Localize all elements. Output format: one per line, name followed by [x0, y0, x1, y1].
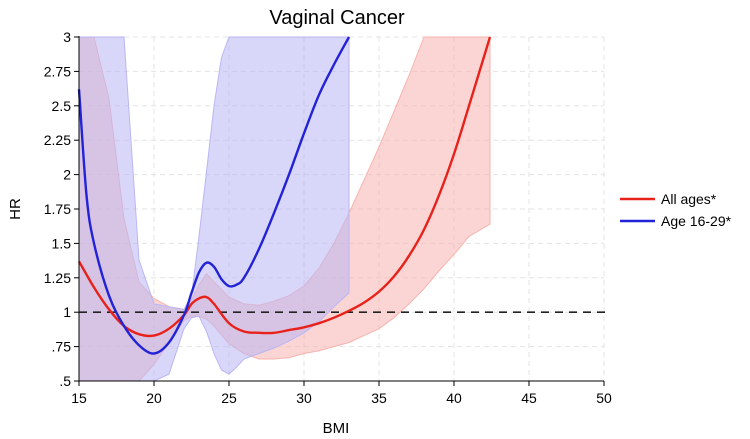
confidence-bands: [78, 36, 491, 382]
legend-label-series-1: All ages*: [661, 191, 717, 207]
y-tick-label: .75: [52, 339, 72, 355]
y-tick-label: 2: [63, 167, 71, 183]
y-tick-label: 1: [63, 304, 71, 320]
y-tick-label: 1.75: [44, 201, 71, 217]
x-tick-label: 45: [521, 390, 537, 406]
x-tick-label: 25: [221, 390, 237, 406]
x-tick-label: 30: [296, 390, 312, 406]
x-tick-label: 20: [146, 390, 162, 406]
line-series-1: [77, 36, 492, 338]
legend-label-series-2: Age 16-29*: [661, 213, 732, 229]
series-lines: [77, 36, 492, 355]
y-tick-label: 2.5: [52, 98, 72, 114]
y-tick-label: 2.75: [44, 63, 71, 79]
y-axis-label: HR: [7, 198, 24, 220]
chart-title: Vaginal Cancer: [269, 7, 405, 29]
y-tick-label: 2.25: [44, 132, 71, 148]
axes: .5 .75 1 1.25 1.5 1.75 2 2.25 2.5 2.75 3 15 20 25 30 35…: [44, 29, 612, 406]
y-tick-label: 1.5: [52, 235, 72, 251]
line-series-2: [77, 36, 351, 355]
x-tick-label: 15: [71, 390, 87, 406]
x-tick-label: 40: [446, 390, 462, 406]
x-tick-label: 50: [596, 390, 612, 406]
ci-band-series-2: [78, 36, 350, 382]
x-axis-label: BMI: [323, 420, 350, 437]
y-tick-label: 1.25: [44, 270, 71, 286]
y-tick-label: 3: [63, 29, 71, 45]
legend: All ages* Age 16-29*: [620, 191, 732, 229]
x-tick-label: 35: [371, 390, 387, 406]
y-tick-label: .5: [59, 373, 71, 389]
